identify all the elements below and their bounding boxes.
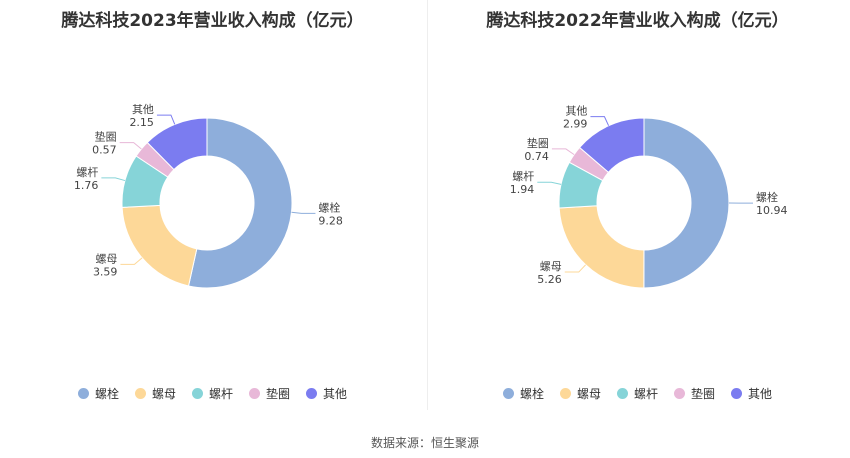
legend-2023: 螺栓 螺母 螺杆 垫圈 其他 <box>0 385 425 402</box>
donut-slice-2023-1[interactable] <box>121 204 198 287</box>
legend-swatch <box>731 388 743 399</box>
slice-label-value: 10.94 <box>756 204 788 217</box>
label-line-2 <box>537 181 562 185</box>
slice-label-value: 0.57 <box>92 144 117 157</box>
legend-item-0[interactable]: 螺栓 <box>502 385 544 402</box>
legend-item-4[interactable]: 其他 <box>731 385 772 402</box>
legend-label: 螺栓 <box>519 387 544 401</box>
legend-item-2[interactable]: 螺杆 <box>616 385 658 402</box>
legend-swatch <box>191 388 203 399</box>
label-line-3 <box>551 148 575 156</box>
legend-label: 螺杆 <box>633 387 658 401</box>
chart-title-2023: 腾达科技2023年营业收入构成（亿元） <box>61 11 364 31</box>
legend-swatch <box>559 388 571 399</box>
label-line-4 <box>156 114 176 125</box>
slice-label-category: 螺母 <box>95 252 117 265</box>
legend-2022: 螺栓 螺母 螺杆 垫圈 其他 <box>425 385 850 402</box>
label-line-0 <box>291 211 316 214</box>
legend-item-2[interactable]: 螺杆 <box>191 385 233 402</box>
slice-label-category: 螺母 <box>540 260 562 273</box>
label-line-3 <box>119 142 142 150</box>
slice-label-category: 螺栓 <box>756 190 778 204</box>
slice-label-value: 2.15 <box>129 116 154 129</box>
donut-slice-2023-0[interactable] <box>187 117 293 289</box>
legend-swatch <box>674 388 685 399</box>
legend-label: 螺母 <box>151 387 176 401</box>
slice-label-value: 5.26 <box>537 273 562 286</box>
slice-label-category: 垫圈 <box>527 136 549 150</box>
legend-item-3[interactable]: 垫圈 <box>249 385 290 402</box>
slice-label-value: 1.76 <box>74 179 99 192</box>
slice-label-category: 螺栓 <box>318 200 340 214</box>
legend-swatch <box>502 388 514 399</box>
legend-item-0[interactable]: 螺栓 <box>77 385 119 402</box>
donut-slice-2022-0[interactable] <box>643 117 730 289</box>
slice-label-value: 2.99 <box>563 118 588 131</box>
data-source-note: 数据来源：恒生聚源 <box>370 436 479 450</box>
legend-swatch <box>306 388 318 399</box>
legend-swatch <box>134 388 146 399</box>
legend-item-1[interactable]: 螺母 <box>134 385 176 402</box>
label-line-4 <box>590 116 610 126</box>
slice-label-category: 螺杆 <box>512 169 534 183</box>
label-line-1 <box>120 257 143 265</box>
donut-chart-2023: 螺栓9.28 螺母3.59 螺杆1.76 垫圈0.57 其他2.15 <box>74 103 343 289</box>
donut-slice-2023-4[interactable] <box>146 117 208 171</box>
slice-label-category: 螺杆 <box>76 165 98 179</box>
legend-item-4[interactable]: 其他 <box>306 385 347 402</box>
legend-label: 垫圈 <box>691 387 716 401</box>
legend-label: 其他 <box>748 387 773 401</box>
legend-swatch <box>249 388 260 399</box>
slice-label-category: 其他 <box>132 103 154 116</box>
legend-label: 其他 <box>323 387 348 401</box>
slice-label-category: 垫圈 <box>95 130 117 144</box>
donut-slice-2022-1[interactable] <box>558 205 645 289</box>
legend-swatch <box>616 388 628 399</box>
label-line-2 <box>101 177 126 182</box>
slice-label-category: 其他 <box>565 105 587 118</box>
slice-label-value: 3.59 <box>93 265 118 278</box>
legend-label: 垫圈 <box>266 387 291 401</box>
legend-item-1[interactable]: 螺母 <box>559 385 601 402</box>
donut-slice-2022-4[interactable] <box>578 117 645 174</box>
slice-label-value: 0.74 <box>524 150 549 163</box>
label-line-1 <box>564 264 586 273</box>
legend-swatch <box>77 388 89 399</box>
legend-label: 螺杆 <box>208 387 233 401</box>
legend-label: 螺母 <box>576 387 601 401</box>
chart-title-2022: 腾达科技2022年营业收入构成（亿元） <box>486 11 789 31</box>
chart-divider <box>427 0 428 410</box>
slice-label-value: 9.28 <box>318 214 343 227</box>
legend-item-3[interactable]: 垫圈 <box>674 385 715 402</box>
slice-label-value: 1.94 <box>510 183 535 196</box>
legend-label: 螺栓 <box>94 387 119 401</box>
